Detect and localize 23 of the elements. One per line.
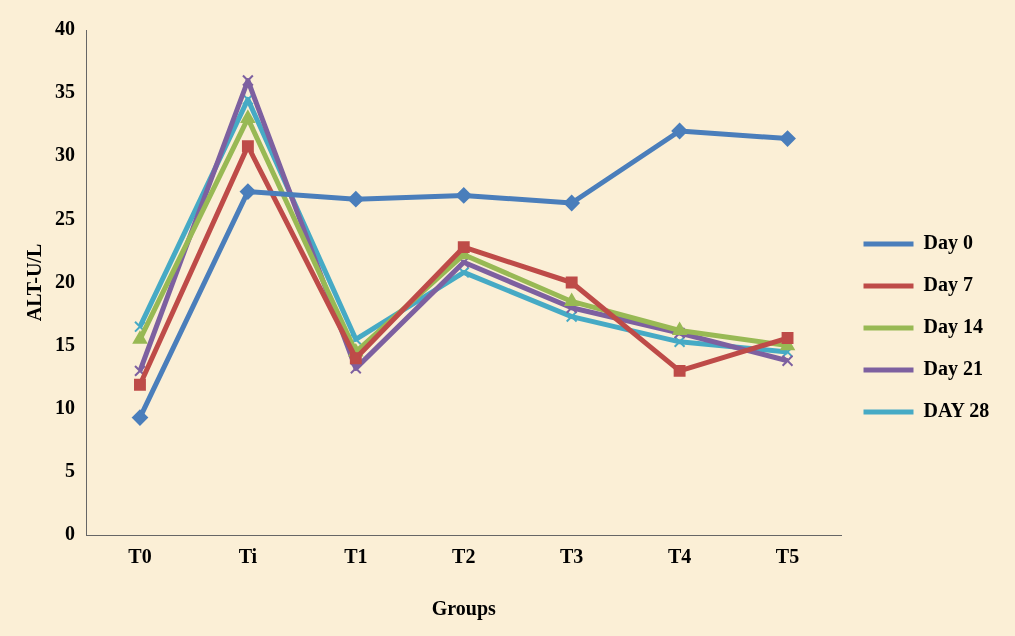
x-tick-label: T2: [452, 545, 476, 568]
legend-label: Day 7: [923, 273, 973, 297]
y-tick-label: 5: [65, 459, 75, 482]
y-tick-label: 15: [55, 332, 75, 355]
y-tick-label: 20: [55, 269, 75, 292]
legend-label: DAY 28: [923, 399, 990, 422]
x-tick-label: Ti: [238, 545, 258, 568]
y-tick-label: 35: [55, 80, 75, 103]
x-tick-label: T5: [775, 545, 800, 568]
x-tick-label: T4: [667, 545, 692, 568]
legend-label: Day 14: [923, 315, 983, 339]
y-tick-label: 10: [55, 395, 75, 418]
x-tick-label: T3: [560, 545, 584, 568]
y-tick-label: 30: [55, 143, 75, 166]
y-tick-label: 40: [55, 17, 75, 40]
legend-label: Day 0: [923, 231, 973, 255]
x-tick-label: T0: [128, 545, 152, 568]
y-tick-label: 25: [55, 206, 75, 229]
x-axis-title: Groups: [431, 597, 497, 621]
y-axis-title: ALT-U/L: [23, 243, 46, 322]
y-tick-label: 0: [65, 522, 75, 545]
legend-label: Day 21: [923, 357, 983, 381]
x-tick-label: T1: [344, 545, 368, 568]
